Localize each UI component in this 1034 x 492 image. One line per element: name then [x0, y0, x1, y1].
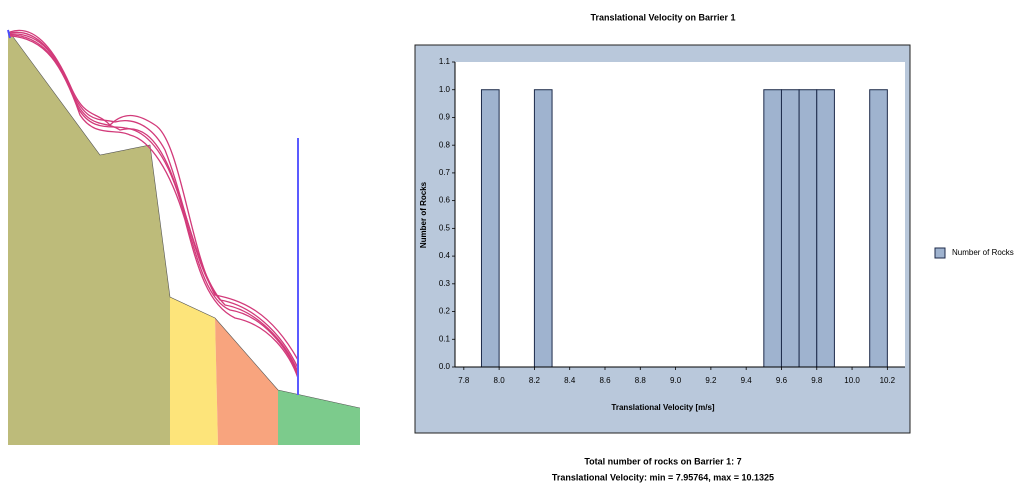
plot-area [455, 62, 905, 367]
x-tick-label: 7.8 [458, 376, 470, 385]
x-tick-label: 9.0 [670, 376, 682, 385]
y-tick-label: 0.9 [439, 113, 451, 122]
x-tick-label: 9.6 [776, 376, 788, 385]
x-tick-label: 10.0 [844, 376, 860, 385]
y-tick-label: 0.1 [439, 334, 451, 343]
bar [763, 89, 782, 368]
y-tick-label: 1.0 [439, 85, 451, 94]
y-tick-label: 0.0 [439, 362, 451, 371]
trajectory [9, 35, 299, 379]
y-tick-label: 0.8 [439, 140, 451, 149]
y-tick-label: 0.4 [439, 251, 451, 260]
x-tick-label: 9.2 [705, 376, 717, 385]
x-tick-label: 10.2 [880, 376, 896, 385]
x-tick-label: 8.2 [529, 376, 541, 385]
bar [780, 89, 800, 368]
slope-layer [170, 297, 218, 445]
slope-layer [8, 30, 170, 445]
trajectory [9, 29, 299, 361]
legend-label: Number of Rocks [952, 248, 1014, 257]
slope-diagram [7, 29, 361, 445]
y-tick-label: 0.2 [439, 307, 451, 316]
x-tick-label: 8.8 [635, 376, 647, 385]
x-tick-label: 8.0 [494, 376, 506, 385]
x-tick-label: 9.4 [741, 376, 753, 385]
slope-layer [215, 318, 278, 445]
y-tick-label: 0.3 [439, 279, 451, 288]
y-tick-label: 0.6 [439, 196, 451, 205]
bar [480, 89, 500, 368]
bar [533, 89, 553, 368]
y-tick-label: 0.7 [439, 168, 451, 177]
y-tick-label: 1.1 [439, 57, 451, 66]
start-marker [7, 29, 11, 39]
x-tick-label: 8.6 [599, 376, 611, 385]
y-tick-label: 0.5 [439, 223, 451, 232]
trajectories [9, 29, 299, 379]
x-axis-label: Translational Velocity [m/s] [611, 403, 714, 412]
annotation: Translational Velocity: min = 7.95764, m… [552, 472, 774, 482]
x-tick-label: 8.4 [564, 376, 576, 385]
slope-layer [278, 390, 360, 445]
chart-title: Translational Velocity on Barrier 1 [590, 12, 735, 22]
slope-profile [7, 29, 361, 409]
annotation: Total number of rocks on Barrier 1: 7 [584, 456, 741, 466]
x-tick-label: 9.8 [811, 376, 823, 385]
legend-swatch [934, 247, 946, 259]
bar [869, 89, 888, 368]
y-axis-label: Number of Rocks [419, 181, 428, 248]
bar [798, 89, 818, 368]
bar [816, 89, 835, 368]
